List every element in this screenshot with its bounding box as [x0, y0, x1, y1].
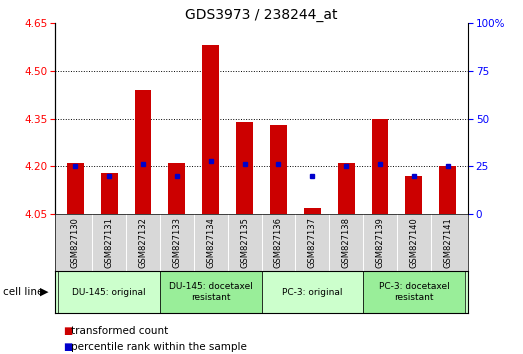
Text: GSM827132: GSM827132	[139, 217, 147, 268]
Text: GSM827134: GSM827134	[206, 217, 215, 268]
Text: GSM827130: GSM827130	[71, 217, 79, 268]
Text: GSM827133: GSM827133	[173, 217, 181, 268]
Text: PC-3: original: PC-3: original	[282, 287, 343, 297]
Bar	[100, 173, 118, 214]
Bar	[236, 122, 253, 214]
Bar	[304, 208, 321, 214]
Text: ▶: ▶	[40, 287, 48, 297]
Bar	[371, 119, 389, 214]
Bar	[338, 163, 355, 214]
Text: GSM827136: GSM827136	[274, 217, 283, 268]
Bar	[67, 163, 84, 214]
Text: ■: ■	[63, 342, 72, 352]
Text: DU-145: original: DU-145: original	[72, 287, 146, 297]
Bar	[58, 271, 160, 313]
Text: GSM827137: GSM827137	[308, 217, 317, 268]
Text: DU-145: docetaxel
resistant: DU-145: docetaxel resistant	[169, 282, 253, 302]
Bar	[202, 45, 219, 214]
Text: GSM827138: GSM827138	[342, 217, 350, 268]
Text: GSM827131: GSM827131	[105, 217, 113, 268]
Text: GSM827139: GSM827139	[376, 217, 384, 268]
Text: cell line: cell line	[3, 287, 43, 297]
Bar	[262, 271, 363, 313]
Bar	[363, 271, 465, 313]
Text: transformed count: transformed count	[71, 326, 168, 336]
Bar	[270, 125, 287, 214]
Text: percentile rank within the sample: percentile rank within the sample	[71, 342, 246, 352]
Bar	[134, 90, 152, 214]
Text: GSM827141: GSM827141	[444, 217, 452, 268]
Bar	[160, 271, 262, 313]
Text: ■: ■	[63, 326, 72, 336]
Bar	[439, 166, 456, 214]
Text: GSM827140: GSM827140	[410, 217, 418, 268]
Text: PC-3: docetaxel
resistant: PC-3: docetaxel resistant	[379, 282, 449, 302]
Bar	[168, 163, 185, 214]
Bar	[405, 176, 423, 214]
Text: GSM827135: GSM827135	[240, 217, 249, 268]
Title: GDS3973 / 238244_at: GDS3973 / 238244_at	[185, 8, 338, 22]
